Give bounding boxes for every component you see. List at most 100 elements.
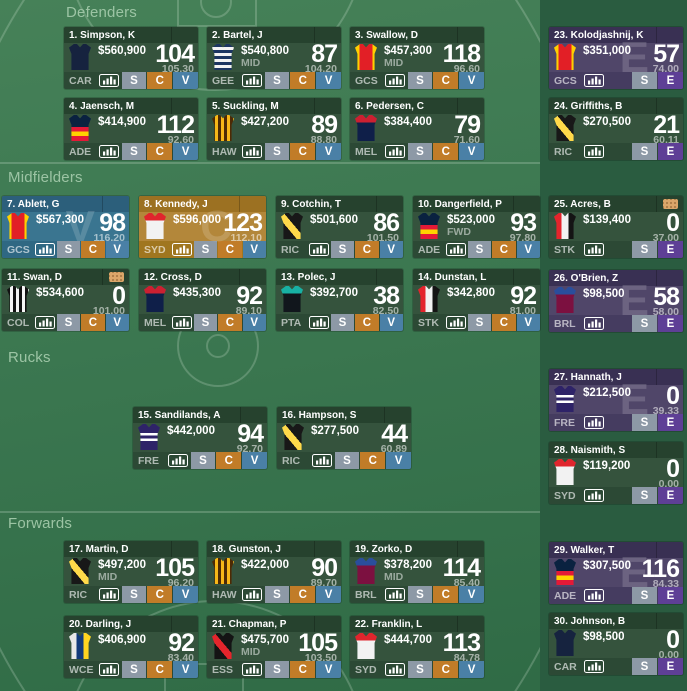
- player-stats-button[interactable]: [170, 243, 192, 256]
- player-card[interactable]: 25. Acres, B $139,400 0 37.00 STK: [549, 196, 683, 258]
- player-stats-button[interactable]: [582, 416, 606, 429]
- player-card[interactable]: 9. Cotchin, T $501,600 86 101.50 RIC: [276, 196, 403, 258]
- player-card[interactable]: 4. Jaensch, M $414,900 112 92.60 ADE: [64, 98, 198, 160]
- captain-button[interactable]: C: [355, 241, 379, 258]
- player-card[interactable]: 27. Hannath, J E $212,500 0 39.33 FRE: [549, 369, 683, 431]
- player-stats-button[interactable]: [582, 243, 606, 256]
- swap-button[interactable]: S: [56, 314, 81, 331]
- vice-captain-button[interactable]: V: [173, 143, 198, 160]
- vice-captain-button[interactable]: V: [173, 72, 198, 89]
- player-card[interactable]: 7. Ablett, G V $567,300 98 116.20 GCS: [2, 196, 129, 258]
- player-card[interactable]: 15. Sandilands, A $442,000 94 92.70 FRE: [133, 407, 267, 469]
- player-stats-button[interactable]: [582, 145, 606, 158]
- player-card[interactable]: 18. Gunston, J $422,000 90 89.70 HAW: [207, 541, 341, 603]
- player-card[interactable]: 14. Dunstan, L $342,800 92 81.00 STK: [413, 269, 540, 331]
- vice-captain-button[interactable]: V: [316, 586, 341, 603]
- player-card[interactable]: 23. Kolodjashnij, K E $351,000 57 74.00 …: [549, 27, 683, 89]
- vice-captain-button[interactable]: V: [386, 452, 411, 469]
- swap-button[interactable]: S: [330, 241, 355, 258]
- swap-button[interactable]: S: [407, 72, 433, 89]
- vice-captain-button[interactable]: V: [459, 661, 484, 678]
- vice-captain-button[interactable]: V: [242, 452, 267, 469]
- swap-button[interactable]: S: [121, 661, 147, 678]
- player-card[interactable]: 30. Johnson, B $98,500 0 0.00 CAR: [549, 613, 683, 675]
- player-card[interactable]: 3. Swallow, D $457,300 MID 118 96.60 GCS: [350, 27, 484, 89]
- captain-button[interactable]: C: [81, 314, 105, 331]
- captain-button[interactable]: C: [492, 314, 516, 331]
- player-stats-button[interactable]: [582, 74, 606, 87]
- player-stats-button[interactable]: [444, 243, 466, 256]
- swap-button[interactable]: S: [632, 72, 657, 89]
- player-card[interactable]: 29. Walker, T E $307,500 116 84.33 ADE: [549, 542, 683, 604]
- player-stats-button[interactable]: [240, 145, 264, 158]
- captain-button[interactable]: C: [218, 241, 242, 258]
- player-stats-button[interactable]: [383, 74, 407, 87]
- swap-button[interactable]: S: [632, 143, 657, 160]
- vice-captain-button[interactable]: V: [105, 314, 129, 331]
- captain-button[interactable]: C: [290, 72, 316, 89]
- captain-button[interactable]: C: [433, 661, 459, 678]
- player-stats-button[interactable]: [310, 454, 334, 467]
- player-stats-button[interactable]: [582, 589, 606, 602]
- swap-button[interactable]: S: [632, 315, 657, 332]
- swap-button[interactable]: S: [467, 314, 492, 331]
- captain-button[interactable]: C: [147, 143, 173, 160]
- swap-button[interactable]: S: [264, 143, 290, 160]
- player-card[interactable]: 12. Cross, D $435,300 92 89.10 MEL: [139, 269, 266, 331]
- emergency-button[interactable]: E: [658, 241, 683, 258]
- player-card[interactable]: 28. Naismith, S $119,200 0 0.00 SYD: [549, 442, 683, 504]
- captain-button[interactable]: C: [147, 661, 173, 678]
- swap-button[interactable]: S: [264, 586, 290, 603]
- player-stats-button[interactable]: [97, 663, 121, 676]
- player-stats-button[interactable]: [582, 317, 606, 330]
- player-stats-button[interactable]: [307, 316, 329, 329]
- player-card[interactable]: 20. Darling, J $406,900 92 83.40 WCE: [64, 616, 198, 678]
- emergency-button[interactable]: E: [658, 315, 683, 332]
- vice-captain-button[interactable]: V: [242, 314, 266, 331]
- player-card[interactable]: 1. Simpson, K $560,900 104 105.30 CAR: [64, 27, 198, 89]
- player-card[interactable]: 11. Swan, D $534,600 0 101.00 COL: [2, 269, 129, 331]
- player-stats-button[interactable]: [97, 74, 121, 87]
- player-stats-button[interactable]: [240, 588, 264, 601]
- player-stats-button[interactable]: [97, 588, 121, 601]
- player-stats-button[interactable]: [166, 454, 190, 467]
- player-stats-button[interactable]: [383, 145, 407, 158]
- captain-button[interactable]: C: [147, 586, 173, 603]
- swap-button[interactable]: S: [632, 241, 657, 258]
- player-stats-button[interactable]: [444, 316, 466, 329]
- swap-button[interactable]: S: [632, 587, 657, 604]
- vice-captain-button[interactable]: V: [459, 143, 484, 160]
- swap-button[interactable]: S: [193, 314, 218, 331]
- captain-button[interactable]: C: [355, 314, 379, 331]
- vice-captain-button[interactable]: V: [316, 72, 341, 89]
- player-card[interactable]: 16. Hampson, S $277,500 44 60.89 RIC: [277, 407, 411, 469]
- player-stats-button[interactable]: [307, 243, 329, 256]
- player-card[interactable]: 5. Suckling, M $427,200 89 88.80 HAW: [207, 98, 341, 160]
- captain-button[interactable]: C: [147, 72, 173, 89]
- captain-button[interactable]: C: [216, 452, 242, 469]
- captain-button[interactable]: C: [360, 452, 386, 469]
- swap-button[interactable]: S: [632, 414, 657, 431]
- vice-captain-button[interactable]: V: [379, 314, 403, 331]
- swap-button[interactable]: S: [334, 452, 360, 469]
- player-card[interactable]: 26. O'Brien, Z E $98,500 58 58.00 BRL: [549, 270, 683, 332]
- vice-captain-button[interactable]: V: [459, 586, 484, 603]
- swap-button[interactable]: S: [121, 586, 147, 603]
- captain-button[interactable]: C: [290, 143, 316, 160]
- captain-button[interactable]: C: [290, 661, 316, 678]
- vice-captain-button[interactable]: V: [316, 143, 341, 160]
- player-stats-button[interactable]: [383, 588, 407, 601]
- emergency-button[interactable]: E: [658, 487, 683, 504]
- captain-button[interactable]: C: [433, 143, 459, 160]
- captain-button[interactable]: C: [492, 241, 516, 258]
- vice-captain-button[interactable]: V: [379, 241, 403, 258]
- vice-captain-button[interactable]: V: [459, 72, 484, 89]
- captain-button[interactable]: C: [433, 72, 459, 89]
- emergency-button[interactable]: E: [658, 72, 683, 89]
- player-card[interactable]: 2. Bartel, J $540,800 MID 87 104.20 GEE: [207, 27, 341, 89]
- swap-button[interactable]: S: [121, 143, 147, 160]
- player-stats-button[interactable]: [33, 316, 55, 329]
- captain-button[interactable]: C: [433, 586, 459, 603]
- player-card[interactable]: 13. Polec, J $392,700 38 82.50 PTA: [276, 269, 403, 331]
- player-stats-button[interactable]: [383, 663, 407, 676]
